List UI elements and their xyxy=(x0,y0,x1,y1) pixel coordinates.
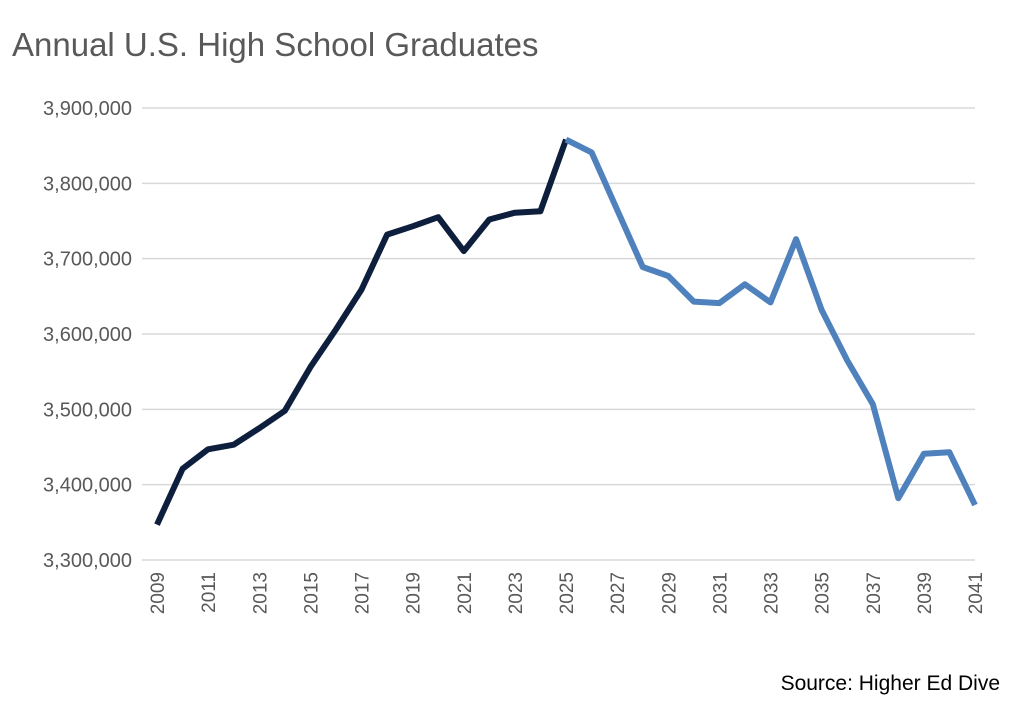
series-line-0 xyxy=(154,138,569,526)
y-axis-ticks: 3,300,000 3,400,000 3,500,000 3,600,000 3,70… xyxy=(43,98,132,572)
y-tick-label-1: 3,400,000 xyxy=(43,475,132,497)
y-tick-label-4: 3,700,000 xyxy=(43,249,132,271)
y-tick-label-5: 3,800,000 xyxy=(43,173,132,195)
x-tick-label-15: 2039 xyxy=(915,572,936,614)
x-tick-label-11: 2031 xyxy=(710,572,731,614)
x-tick-label-9: 2027 xyxy=(608,572,629,614)
x-tick-label-8: 2025 xyxy=(557,572,578,614)
x-tick-label-16: 2041 xyxy=(966,572,987,614)
x-tick-label-13: 2035 xyxy=(813,572,834,614)
x-tick-label-10: 2029 xyxy=(659,572,680,614)
x-tick-label-2: 2013 xyxy=(250,572,271,614)
gridlines xyxy=(142,107,975,561)
x-tick-label-12: 2033 xyxy=(762,572,783,614)
y-tick-label-6: 3,900,000 xyxy=(43,98,132,120)
x-tick-label-0: 2009 xyxy=(148,572,169,614)
y-tick-label-2: 3,500,000 xyxy=(43,399,132,421)
x-axis-ticks: 2009 2011 2013 2015 2017 2019 2021 2023 2025 2027… xyxy=(148,572,987,614)
series-lines xyxy=(154,136,978,526)
source-note: Source: Higher Ed Dive xyxy=(780,672,1000,695)
x-tick-label-3: 2015 xyxy=(301,572,322,614)
x-tick-label-1: 2011 xyxy=(199,572,220,613)
x-tick-label-14: 2037 xyxy=(864,572,885,614)
y-tick-label-3: 3,600,000 xyxy=(43,324,132,346)
y-tick-label-0: 3,300,000 xyxy=(43,550,132,572)
x-tick-label-7: 2023 xyxy=(506,572,527,614)
x-tick-label-6: 2021 xyxy=(455,572,476,614)
x-tick-label-5: 2019 xyxy=(404,572,425,614)
chart-title: Annual U.S. High School Graduates xyxy=(12,26,539,63)
series-line-1 xyxy=(564,136,978,507)
x-tick-label-4: 2017 xyxy=(353,572,374,614)
